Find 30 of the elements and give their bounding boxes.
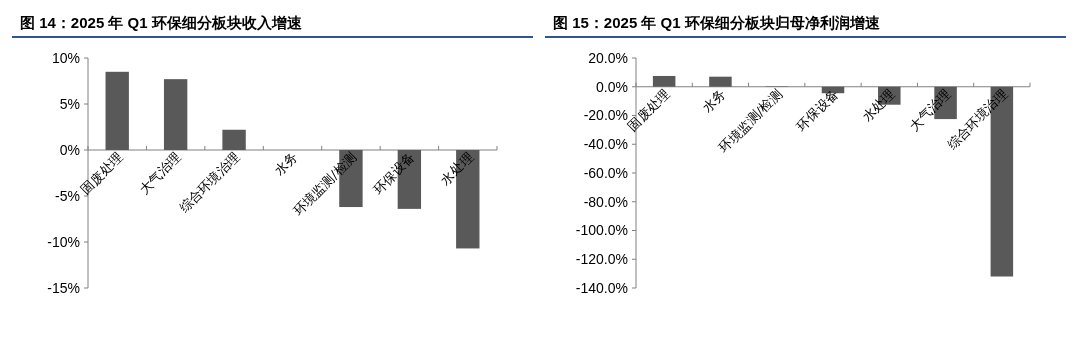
y-tick-label: -5% [55,187,80,204]
y-tick-label: -15% [47,279,80,296]
bar [709,76,732,87]
y-tick-label: -120.0% [575,251,628,268]
x-tick-label: 环保设备 [370,149,418,197]
x-tick-label: 大气治理 [906,86,954,134]
y-tick-label: -20.0% [583,107,628,124]
bar [652,75,676,87]
y-tick-label: 0.0% [596,78,628,95]
bar [222,129,246,150]
bar [163,79,188,150]
y-tick-label: 0% [59,141,80,158]
y-tick-label: -100.0% [575,222,628,239]
x-tick-label: 水处理 [859,86,898,125]
x-tick-label: 水务 [699,86,729,116]
chart-title: 图 15：2025 年 Q1 环保细分板块归母净利润增速 [553,14,881,31]
x-tick-label: 大气治理 [136,149,184,197]
x-tick-label: 环保设备 [793,86,842,134]
bar [105,71,129,150]
y-tick-label: 10% [51,49,80,66]
y-tick-label: -140.0% [575,279,628,296]
x-tick-label: 水处理 [437,149,476,188]
y-tick-label: -40.0% [583,136,628,153]
y-tick-label: 20.0% [588,49,628,66]
y-tick-label: -10% [47,233,80,250]
y-tick-label: -80.0% [583,193,628,210]
y-tick-label: -60.0% [583,164,628,181]
chart-title: 图 14：2025 年 Q1 环保细分板块收入增速 [20,14,303,31]
x-tick-label: 水务 [271,149,301,179]
y-tick-label: 5% [59,95,80,112]
